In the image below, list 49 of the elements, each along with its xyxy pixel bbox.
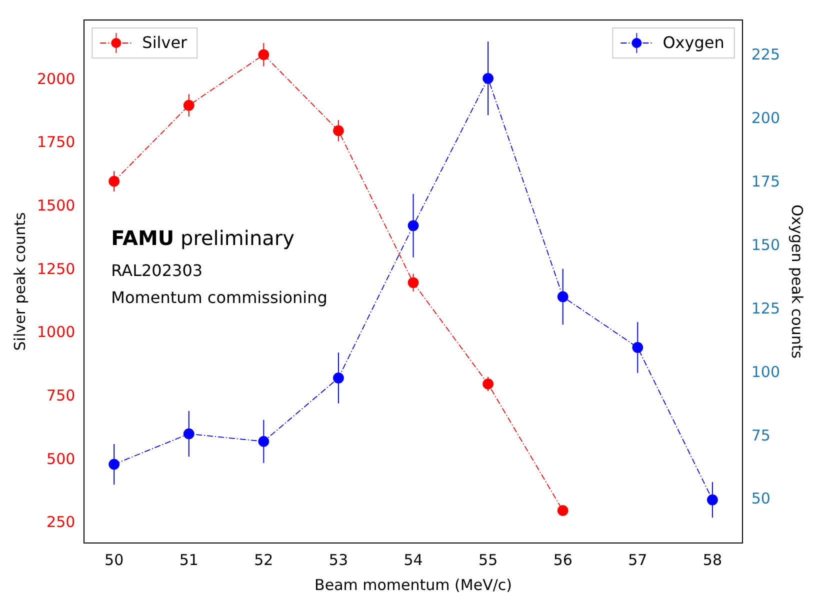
annotation: RAL202303 xyxy=(111,261,203,280)
y-tick-label: 1250 xyxy=(36,260,76,278)
y2-tick-label: 150 xyxy=(751,236,780,254)
y2-axis-title: Oxygen peak counts xyxy=(788,204,806,359)
x-tick-label: 57 xyxy=(628,550,648,569)
y2-tick-label: 75 xyxy=(751,426,770,444)
point xyxy=(258,436,270,447)
y2-tick-label: 175 xyxy=(751,172,780,190)
y2-tick-label: 100 xyxy=(751,362,780,381)
point xyxy=(183,100,194,111)
x-axis-title: Beam momentum (MeV/c) xyxy=(314,576,512,594)
y2-tick-label: 200 xyxy=(751,108,780,127)
x-tick-label: 55 xyxy=(478,550,498,569)
point xyxy=(482,378,494,390)
point xyxy=(258,49,270,60)
x-tick-label: 54 xyxy=(404,550,423,569)
x-tick-label: 52 xyxy=(254,550,274,569)
y-tick-label: 500 xyxy=(46,450,76,468)
point xyxy=(632,342,644,353)
y-tick-label: 250 xyxy=(46,513,76,532)
legend-label: Silver xyxy=(142,33,188,52)
y-tick-label: 1500 xyxy=(36,196,76,215)
legend-label: Oxygen xyxy=(662,33,724,52)
point xyxy=(482,72,494,84)
point xyxy=(333,372,344,384)
point xyxy=(183,428,194,440)
x-tick-label: 51 xyxy=(179,550,198,569)
x-tick-label: 56 xyxy=(553,550,572,569)
point xyxy=(557,505,568,516)
y-tick-label: 750 xyxy=(46,386,76,404)
y-tick-label: 1750 xyxy=(36,133,76,152)
annotation: FAMU preliminary xyxy=(111,226,295,250)
point xyxy=(108,176,120,187)
x-tick-label: 53 xyxy=(328,550,348,569)
point xyxy=(408,277,419,288)
y-axis-title: Silver peak counts xyxy=(10,212,29,351)
y2-tick-label: 225 xyxy=(751,45,780,64)
y2-tick-label: 125 xyxy=(751,299,780,318)
point xyxy=(557,291,568,302)
point xyxy=(408,220,419,232)
point xyxy=(707,494,718,506)
y-tick-label: 1000 xyxy=(36,323,76,342)
point xyxy=(333,125,344,136)
annotation: Momentum commissioning xyxy=(111,288,328,307)
x-tick-label: 58 xyxy=(702,550,722,569)
y-tick-label: 2000 xyxy=(36,70,76,88)
point xyxy=(108,458,120,470)
y2-tick-label: 50 xyxy=(751,490,770,508)
x-tick-label: 50 xyxy=(104,550,124,569)
